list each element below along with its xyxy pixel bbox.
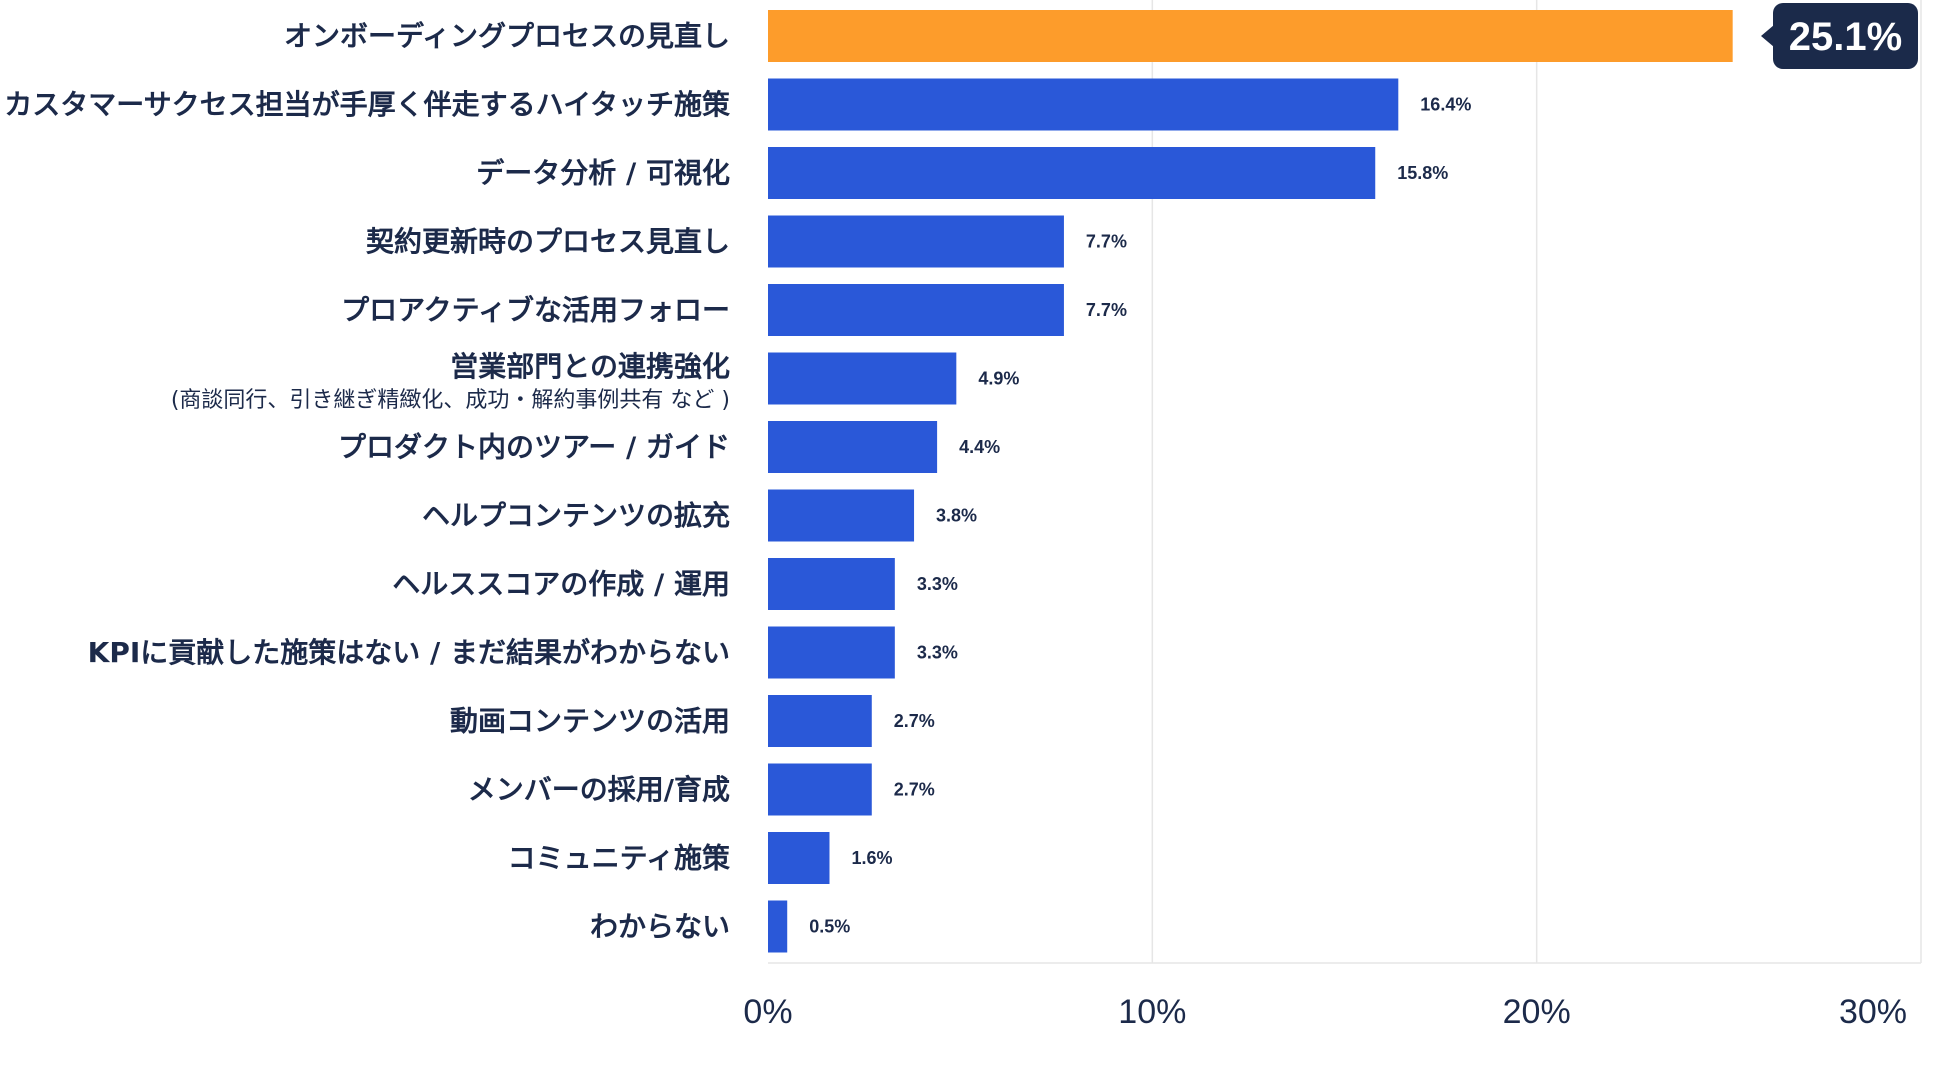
category-label-9: KPIに貢献した施策はない / まだ結果がわからない [88, 636, 730, 669]
callout-badge: 25.1% [1761, 3, 1918, 69]
bar-7 [768, 489, 915, 542]
value-label-6: 4.4% [959, 437, 1000, 457]
bar-10 [768, 695, 872, 747]
category-label-12: コミュニティ施策 [508, 842, 730, 875]
value-label-5: 4.9% [978, 369, 1019, 389]
value-label-9: 3.3% [917, 643, 958, 663]
value-label-11: 2.7% [894, 780, 935, 800]
value-label-7: 3.8% [936, 506, 977, 526]
category-label-1: カスタマーサクセス担当が手厚く伴走するハイタッチ施策 [4, 88, 730, 121]
category-label-8: ヘルススコアの作成 / 運用 [392, 568, 730, 601]
bar-1 [768, 78, 1399, 131]
value-label-3: 7.7% [1086, 232, 1127, 252]
x-tick-label-10: 10% [1118, 993, 1186, 1031]
x-tick-label-20: 20% [1503, 993, 1571, 1031]
bar-11 [768, 763, 872, 816]
highlight-callout: 25.1% [1761, 3, 1918, 69]
bar-0 [768, 10, 1733, 62]
bar-12 [768, 832, 830, 884]
category-label-0: オンボーディングプロセスの見直し [284, 20, 730, 53]
callout-box [1773, 3, 1918, 69]
category-label-13: わからない [590, 910, 730, 943]
category-label-4: プロアクティブな活用フォロー [341, 294, 730, 327]
category-label-11: メンバーの採用/育成 [468, 773, 730, 806]
value-label-2: 15.8% [1397, 163, 1448, 183]
bar-4 [768, 284, 1064, 336]
bar-13 [768, 900, 788, 953]
category-labels: オンボーディングプロセスの見直しカスタマーサクセス担当が手厚く伴走するハイタッチ… [4, 20, 730, 944]
value-labels: 16.4% 15.8% 7.7% 7.7% 4.9% 4.4% 3.8% 3.3% 3.3% 2.… [809, 95, 1471, 937]
gridlines [768, 0, 1922, 964]
bar-6 [768, 421, 938, 473]
category-label-10: 動画コンテンツの活用 [450, 705, 730, 738]
bar-9 [768, 626, 895, 679]
category-label-2: データ分析 / 可視化 [476, 157, 730, 190]
category-label-7: ヘルプコンテンツの拡充 [422, 499, 730, 532]
category-label-6: プロダクト内のツアー / ガイド [338, 431, 730, 464]
callout-pointer [1761, 25, 1774, 47]
category-label-3: 契約更新時のプロセス見直し [366, 225, 730, 258]
value-label-1: 16.4% [1420, 95, 1471, 115]
x-tick-label-30: 30% [1839, 993, 1907, 1031]
bar-8 [768, 558, 895, 610]
value-label-0: 25.1% [1789, 15, 1902, 59]
value-label-8: 3.3% [917, 574, 958, 594]
x-axis-tick-labels: 0% 10% 20% 30% [743, 993, 1907, 1031]
bars [768, 10, 1733, 953]
value-label-4: 7.7% [1086, 300, 1127, 320]
value-label-10: 2.7% [894, 711, 935, 731]
value-label-13: 0.5% [809, 917, 850, 937]
category-sublabel-5: (商談同行、引き継ぎ精緻化、成功・解約事例共有 など ) [171, 388, 730, 413]
bar-5 [768, 352, 957, 405]
category-label-5: 営業部門との連携強化 [450, 350, 730, 383]
bar-3 [768, 215, 1064, 268]
value-label-12: 1.6% [851, 848, 892, 868]
x-tick-label-0: 0% [743, 993, 792, 1031]
bar-2 [768, 147, 1376, 199]
